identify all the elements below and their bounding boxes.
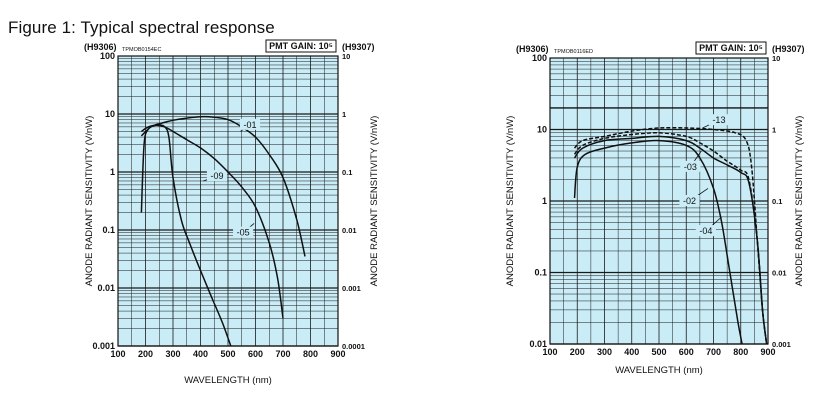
chart1-code-label: TPMOB0154EC [122,47,161,53]
chart2-y-tick-label-left: 0.1 [534,268,547,278]
chart1-x-tick-label: 100 [110,349,125,359]
chart1-x-tick-label: 500 [220,349,235,359]
chart1-y-axis-title-left: ANODE RADIANT SENSITIVITY (V/nW) [84,116,95,287]
chart1-y-tick-label-left: 0.1 [102,225,115,235]
chart1-x-tick-label: 200 [138,349,153,359]
chart1-y-tick-label-right: 1 [342,110,346,119]
chart1-x-tick-label: 900 [330,349,345,359]
chart2-x-tick-label: 200 [570,347,585,357]
chart2-series-03-label: -03 [684,162,697,172]
chart2-y-tick-label-right: 10 [772,54,780,63]
chart1-y-tick-label-right: 0.0001 [342,342,365,351]
chart2-series-04-label: -04 [699,226,712,236]
chart1-y-tick-label-right: 0.1 [342,168,352,177]
chart2-right-header: (H9307) [772,44,805,54]
chart1-x-axis-title: WAVELENGTH (nm) [184,375,272,386]
left-spectral-chart: 100 200 300 400 500 600 700 800 900 100 10 1 0.1 0.01… [84,39,380,386]
chart2-y-tick-label-left: 100 [532,53,547,63]
chart2-y-tick-label-right: 0.01 [772,269,787,278]
chart2-y-tick-label-right: 0.001 [772,340,791,349]
chart2-y-tick-label-left: 0.01 [529,339,547,349]
chart2-series-03-label-bg [680,160,701,172]
chart1-series-05-line [140,124,284,319]
right-spectral-chart: 100 200 300 400 500 600 700 800 900 100 10 1 0.1 0.01… [505,41,805,376]
chart1-frame [117,55,339,347]
chart2-series-02-label-bg [679,195,700,206]
chart2-y-tick-label-left: 1 [542,196,547,206]
chart2-gain-box [695,41,767,55]
chart1-series-09-label-bg [206,170,228,182]
chart1-y-tick-label-left: 100 [100,51,115,61]
chart2-x-tick-label: 100 [542,347,557,357]
chart2-frame [549,57,769,345]
chart2-y-axis-title-left: ANODE RADIANT SENSITIVITY (V/nW) [505,116,516,287]
chart1-x-tick-label: 300 [165,349,180,359]
chart1-gain-label: PMT GAIN: 10⁵ [269,41,333,51]
chart1-series-01-label-bg [239,118,261,130]
chart2-x-tick-label: 300 [597,347,612,357]
chart2-y-axis-title-right: ANODE RADIANT SENSITIVITY (V/nW) [794,116,805,287]
chart2-left-header: (H9306) [516,44,549,54]
chart2-y-tick-label-left: 10 [537,125,547,135]
chart1-y-tick-label-right: 10 [342,52,350,61]
chart1-left-header: (H9306) [84,42,117,52]
chart1-y-tick-label-right: 0.01 [342,226,357,235]
chart2-x-axis-title: WAVELENGTH (nm) [615,365,703,376]
chart2-y-tick-label-right: 1 [772,126,776,135]
chart1-series-05-label-bg [233,226,254,238]
chart1-series-01-line [140,115,306,257]
chart1-x-tick-label: 800 [303,349,318,359]
chart1-y-axis-title-right: ANODE RADIANT SENSITIVITY (V/nW) [369,116,380,287]
chart1-x-tick-label: 600 [248,349,263,359]
chart2-code-label: TPMOB0116ED [554,49,593,55]
chart2-x-tick-label: 500 [651,347,666,357]
chart2-x-tick-label: 800 [733,347,748,357]
chart2-series-02-label: -02 [683,196,696,206]
chart1-series-09-line [140,124,232,347]
chart2-x-tick-label: 600 [679,347,694,357]
figure-title: Figure 1: Typical spectral response [8,18,275,37]
chart1-right-header: (H9307) [342,42,375,52]
chart2-x-tick-label: 400 [624,347,639,357]
chart2-x-tick-label: 900 [760,347,775,357]
chart1-y-tick-label-left: 10 [105,109,115,119]
chart1-series-09-label: -09 [210,171,223,181]
chart2-y-tick-label-right: 0.1 [772,197,782,206]
chart2-x-tick-label: 700 [706,347,721,357]
chart2-series-04-line [573,139,743,345]
chart1-y-tick-label-left: 0.001 [92,341,115,351]
chart1-series-05-label: -05 [237,228,250,238]
chart2-gain-label: PMT GAIN: 10⁵ [699,43,763,53]
chart1-y-tick-label-left: 1 [110,167,115,177]
chart2-series-13-label-bg [708,114,730,126]
chart1-gain-box [265,39,337,53]
chart1-series-01-label: -01 [243,120,256,130]
chart1-x-tick-label: 700 [275,349,290,359]
chart1-y-tick-label-left: 0.01 [97,283,115,293]
chart2-series-02-line [573,135,768,345]
chart2-series-13-label: -13 [712,115,725,125]
chart1-x-tick-label: 400 [193,349,208,359]
chart1-y-tick-label-right: 0.001 [342,284,361,293]
chart2-series-04-label-bg [695,225,716,237]
